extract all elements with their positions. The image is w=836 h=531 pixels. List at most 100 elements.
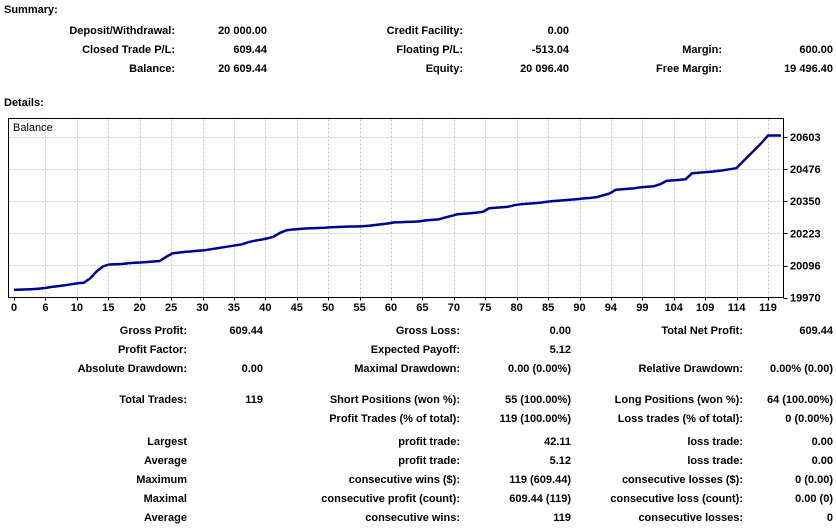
x-axis-tick-label: 20 — [134, 302, 146, 314]
field-label: Total Net Profit: — [661, 325, 743, 337]
field-label: consecutive wins: — [365, 512, 460, 524]
field-value: 55 (100.00%) — [504, 394, 571, 406]
x-axis-tick-label: 104 — [665, 302, 684, 314]
field-label: Gross Profit: — [119, 325, 187, 337]
field-label: Maximal Drawdown: — [354, 363, 460, 375]
x-axis-tick-label: 45 — [291, 302, 303, 314]
axis-ticks — [14, 137, 788, 301]
x-axis-tick-label: 15 — [102, 302, 114, 314]
table-row: Closed Trade P/L: 609.44 Floating P/L: -513… — [0, 41, 836, 60]
field-label: Maximum — [136, 474, 187, 486]
field-label — [569, 22, 722, 41]
field-value: 0 (0.00%) — [785, 413, 833, 425]
field-label: Credit Facility: — [386, 25, 463, 37]
details-heading: Details: — [4, 97, 44, 109]
table-row: Profit Factor: Expected Payoff: 5.12 — [0, 341, 836, 360]
field-value: 0.00 — [241, 363, 263, 375]
field-value: 20 609.44 — [218, 63, 267, 75]
field-value — [722, 22, 833, 41]
field-label: loss trade: — [687, 455, 743, 467]
field-value: 64 (100.00%) — [766, 394, 833, 406]
x-axis-tick-label: 119 — [759, 302, 777, 314]
field-value: 119 — [553, 512, 571, 524]
field-value — [187, 471, 263, 490]
table-row: Gross Profit: 609.44 Gross Loss: 0.00 Total … — [0, 322, 836, 341]
field-value: 0.00 — [549, 325, 571, 337]
table-row: Largest profit trade: 42.11 loss trade: 0.00 — [0, 433, 836, 452]
table-row: Maximum consecutive wins ($): 119 (609.44)… — [0, 471, 836, 490]
field-label: Margin: — [682, 44, 722, 56]
x-axis-tick-label: 25 — [165, 302, 177, 314]
field-value — [743, 341, 833, 360]
table-row: Absolute Drawdown: 0.00 Maximal Drawdown: 0… — [0, 360, 836, 379]
field-label: Expected Payoff: — [370, 344, 460, 356]
field-value: 0.00 — [547, 25, 569, 37]
x-axis-tick-label: 60 — [385, 302, 397, 314]
field-label: Average — [143, 455, 187, 467]
x-axis-tick-label: 114 — [728, 302, 747, 314]
x-axis-tick-label: 35 — [228, 302, 240, 314]
chart-gridlines — [9, 119, 783, 297]
field-value: 119 — [245, 394, 263, 406]
field-value: 42.11 — [544, 436, 571, 448]
field-label: Profit Trades (% of total): — [329, 413, 460, 425]
chart-legend-balance: Balance — [13, 122, 53, 134]
field-label: Deposit/Withdrawal: — [69, 25, 175, 37]
field-value: 609.44 — [799, 325, 833, 337]
balance-curve — [13, 134, 781, 292]
field-value — [187, 452, 263, 471]
x-axis-tick-label: 30 — [196, 302, 208, 314]
x-axis-tick-label: 10 — [71, 302, 83, 314]
x-axis-tick-label: 40 — [259, 302, 271, 314]
x-axis-tick-label: 99 — [636, 302, 648, 314]
field-label: consecutive loss (count): — [610, 493, 743, 505]
x-axis-tick-label: 75 — [479, 302, 491, 314]
y-axis-tick-label: 19970 — [790, 293, 821, 305]
field-value: 0.00 — [811, 455, 833, 467]
field-label: Balance: — [129, 63, 175, 75]
field-value: -513.04 — [531, 44, 569, 56]
field-label: Long Positions (won %): — [614, 394, 743, 406]
table-row: Deposit/Withdrawal: 20 000.00 Credit Facil… — [0, 22, 836, 41]
field-label: Average — [143, 512, 187, 524]
summary-heading: Summary: — [4, 4, 58, 16]
field-label: Relative Drawdown: — [638, 363, 743, 375]
field-label: Loss trades (% of total): — [617, 413, 743, 425]
field-label: Total Trades: — [119, 394, 187, 406]
field-value: 609.44 (119) — [509, 493, 571, 505]
field-value: 0.00 — [811, 436, 833, 448]
field-label: Short Positions (won %): — [329, 394, 460, 406]
axis-labels: 0 6 10 15 20 25 30 35 40 45 50 55 60 65 70 75 80 85 90 94 99… — [11, 132, 821, 314]
field-label: profit trade: — [398, 436, 460, 448]
field-label: Profit Factor: — [117, 344, 187, 356]
table-row: Average profit trade: 5.12 loss trade: 0.00 — [0, 452, 836, 471]
field-value: 119 (609.44) — [509, 474, 571, 486]
field-value — [187, 509, 263, 528]
table-row: Balance: 20 609.44 Equity: 20 096.40 Free Ma… — [0, 60, 836, 79]
field-value: 119 (100.00%) — [499, 413, 571, 425]
field-value: 19 496.40 — [784, 63, 833, 75]
field-label — [571, 341, 743, 360]
field-value: 20 096.40 — [520, 63, 569, 75]
chart-border — [8, 118, 784, 298]
summary-table: Deposit/Withdrawal: 20 000.00 Credit Facil… — [0, 22, 836, 79]
field-label: consecutive wins ($): — [348, 474, 460, 486]
field-label: Largest — [147, 436, 187, 448]
details-table: Gross Profit: 609.44 Gross Loss: 0.00 Total … — [0, 322, 836, 528]
field-label: Maximal — [143, 493, 187, 505]
x-axis-tick-label: 109 — [696, 302, 714, 314]
field-value: 5.12 — [549, 344, 571, 356]
field-label: profit trade: — [398, 455, 460, 467]
y-axis-tick-label: 20096 — [790, 261, 821, 273]
field-value: 609.44 — [229, 325, 263, 337]
field-value: 0.00 (0) — [795, 493, 833, 505]
table-row: Maximal consecutive profit (count): 609.44… — [0, 490, 836, 509]
x-axis-tick-label: 85 — [542, 302, 554, 314]
x-axis-tick-label: 55 — [353, 302, 365, 314]
x-axis-tick-label: 90 — [573, 302, 585, 314]
field-label: consecutive losses ($): — [621, 474, 743, 486]
y-axis-tick-label: 20603 — [790, 132, 821, 144]
field-value: 600.00 — [799, 44, 833, 56]
field-label: loss trade: — [687, 436, 743, 448]
